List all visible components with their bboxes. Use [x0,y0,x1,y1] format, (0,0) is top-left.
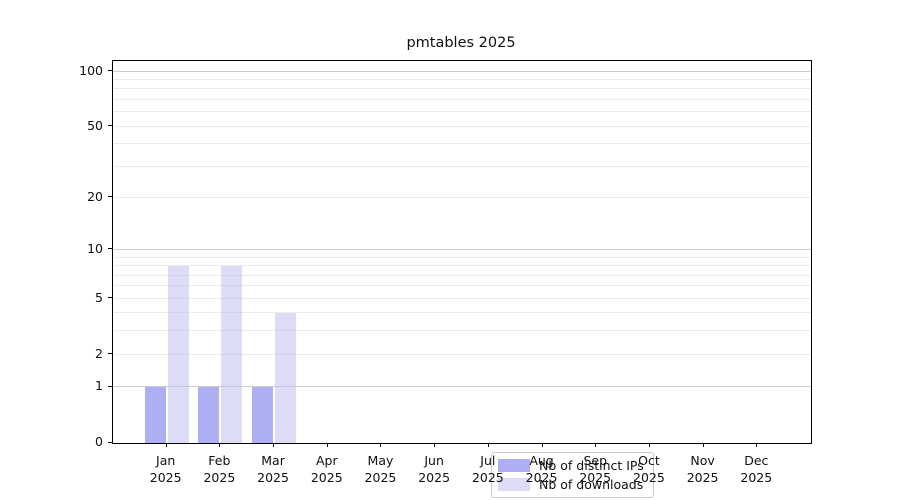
x-tick-label: May 2025 [350,452,410,486]
y-tick-label: 5 [95,289,103,305]
x-tick-month: Nov [690,453,715,468]
gridline-minor [113,196,811,198]
x-tick-year: 2025 [686,470,719,485]
gridline-minor [113,353,811,355]
x-tick-year: 2025 [203,470,236,485]
x-tick-month: Dec [744,453,769,468]
x-tick-month: May [367,453,394,468]
x-tick-label: Oct 2025 [619,452,679,486]
x-tick-month: Sep [583,453,607,468]
x-tick-mark [434,443,436,447]
x-tick-label: Jan 2025 [136,452,196,486]
bar-downloads [221,266,243,443]
x-tick-year: 2025 [257,470,289,485]
x-tick-mark [756,443,758,447]
y-tick-mark [108,70,112,71]
x-tick-year: 2025 [418,470,451,485]
x-tick-mark [380,443,382,447]
legend-item: Nb of distinct IPs [498,458,644,473]
x-tick-label: Sep 2025 [565,452,625,486]
y-tick-label: 2 [95,345,103,361]
x-tick-label: Nov 2025 [673,452,733,486]
y-tick-mark [108,441,112,443]
y-tick-label: 100 [79,62,103,78]
x-tick-month: Jan [156,453,176,468]
x-tick-mark [326,443,328,447]
legend-label: Nb of downloads [539,477,644,492]
y-tick-mark [108,297,112,299]
x-tick-month: Jun [424,453,444,468]
legend-swatch [498,459,530,472]
x-tick-mark [702,443,704,447]
x-tick-year: 2025 [149,470,182,485]
x-tick-mark [541,443,543,447]
gridline-minor [113,125,811,127]
gridline-minor [113,256,811,258]
legend-label: Nb of distinct IPs [539,458,644,473]
y-tick-mark [108,385,112,387]
legend: Nb of distinct IPs Nb of downloads [491,452,654,498]
x-tick-month: Apr [315,453,338,468]
gridline-minor [113,98,811,100]
y-tick-label: 50 [87,117,103,133]
x-tick-mark [595,443,597,447]
x-tick-label: Aug 2025 [512,452,572,486]
x-tick-label: Apr 2025 [297,452,357,486]
gridline-minor [113,330,811,332]
x-tick-year: 2025 [525,470,558,485]
x-tick-mark [165,443,167,447]
x-tick-label: Mar 2025 [243,452,303,486]
x-tick-mark [219,443,221,447]
y-tick-label: 20 [87,188,103,204]
gridline-minor [113,274,811,276]
gridline-minor [113,88,811,90]
bar-downloads [167,266,189,443]
bar-distinct-ips [252,387,274,443]
x-tick-mark [273,443,275,447]
x-tick-label: Feb 2025 [189,452,249,486]
x-tick-month: Feb [208,453,231,468]
gridline-major [113,248,811,250]
gridline-minor [113,143,811,145]
x-tick-year: 2025 [364,470,397,485]
y-tick-mark [108,353,112,355]
gridline-minor [113,265,811,267]
y-tick-label: 1 [95,378,103,394]
x-tick-year: 2025 [579,470,612,485]
gridline-minor [113,285,811,287]
gridline-minor [113,297,811,299]
x-tick-month: Jul [480,453,496,468]
y-tick-label: 10 [87,240,103,256]
gridline-minor [113,111,811,113]
chart-title: pmtables 2025 [406,35,516,51]
x-tick-year: 2025 [633,470,665,485]
y-tick-label: 0 [95,434,103,449]
x-tick-label: Dec 2025 [726,452,786,486]
legend-swatch [498,478,530,491]
x-tick-label: Jul 2025 [458,452,518,486]
x-tick-month: Aug [529,453,554,468]
gridline-major [113,70,811,72]
x-tick-mark [648,443,650,447]
x-tick-year: 2025 [740,470,773,485]
bar-downloads [275,313,297,443]
x-tick-month: Mar [261,453,285,468]
bar-distinct-ips [198,387,220,443]
y-tick-mark [108,196,112,198]
x-tick-year: 2025 [310,470,343,485]
legend-item: Nb of downloads [498,477,644,492]
gridline-minor [113,78,811,80]
y-tick-mark [108,248,112,250]
x-tick-year: 2025 [471,470,504,485]
x-tick-label: Jun 2025 [404,452,464,486]
x-tick-mark [487,443,489,447]
gridline-minor [113,165,811,167]
plot-area: Nb of distinct IPs Nb of downloads [112,60,812,498]
gridline-minor [113,312,811,314]
x-tick-month: Oct [638,453,660,468]
bar-distinct-ips [144,387,166,443]
y-tick-mark [108,125,112,126]
